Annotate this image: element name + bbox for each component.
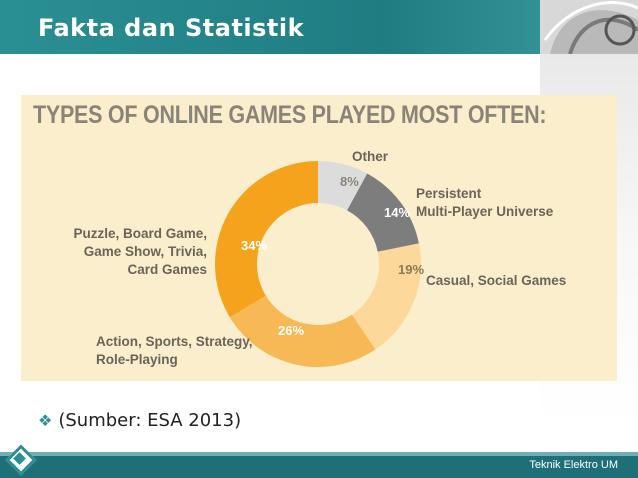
donut-slice-2 bbox=[351, 243, 421, 350]
donut-slice-4 bbox=[214, 161, 318, 318]
slice-percent-label-1: 14% bbox=[384, 205, 410, 220]
slice-name-label-2-0: Casual, Social Games bbox=[426, 273, 566, 288]
slice-name-label-1-1: Multi-Player Universe bbox=[416, 204, 554, 219]
slice-name-label-0-0: Other bbox=[352, 149, 389, 164]
slice-name-label-4-1: Game Show, Trivia, bbox=[84, 244, 207, 259]
slice-name-label-1-0: Persistent bbox=[416, 186, 482, 201]
footer-accent bbox=[0, 452, 638, 456]
slide-title: Fakta dan Statistik bbox=[38, 14, 305, 42]
donut-slice-1 bbox=[347, 173, 419, 252]
slice-name-label-4-0: Puzzle, Board Game, bbox=[73, 226, 207, 241]
donut-slice-3 bbox=[229, 295, 376, 367]
title-bar bbox=[0, 0, 638, 54]
slice-name-label-3-1: Role-Playing bbox=[96, 352, 178, 367]
footer-bar bbox=[0, 456, 638, 478]
diamond-bullet-icon: ❖ bbox=[38, 411, 53, 430]
decorative-swirl-icon bbox=[540, 0, 638, 54]
source-text: (Sumber: ESA 2013) bbox=[58, 410, 242, 431]
slice-percent-label-0: 8% bbox=[340, 174, 359, 189]
footer-text: Teknik Elektro UM bbox=[529, 459, 618, 471]
chart-title: TYPES OF ONLINE GAMES PLAYED MOST OFTEN: bbox=[33, 101, 547, 129]
slice-percent-label-2: 19% bbox=[398, 262, 424, 277]
slice-name-label-3-0: Action, Sports, Strategy, bbox=[96, 334, 253, 349]
slice-percent-label-3: 26% bbox=[278, 323, 304, 338]
slice-percent-label-4: 34% bbox=[241, 238, 267, 253]
donut-slice-0 bbox=[318, 161, 368, 211]
source-bullet: ❖ (Sumber: ESA 2013) bbox=[38, 410, 241, 431]
slice-name-label-4-2: Card Games bbox=[127, 262, 207, 277]
